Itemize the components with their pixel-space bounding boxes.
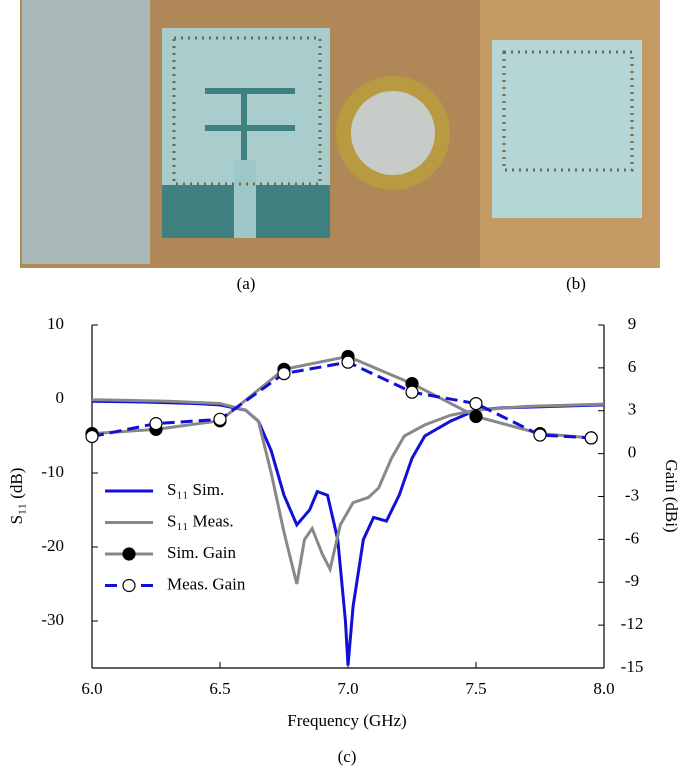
y-axis-title: S₁₁ (dB) bbox=[7, 468, 26, 525]
x-tick-label: 7.0 bbox=[337, 679, 358, 698]
y2-tick-label: 3 bbox=[628, 400, 637, 419]
y-tick-label: 0 bbox=[56, 388, 65, 407]
legend-label: S₁₁ Meas. bbox=[167, 511, 234, 530]
patch-slot bbox=[205, 125, 295, 131]
y-tick-label: -10 bbox=[41, 462, 64, 481]
x-tick-label: 7.5 bbox=[465, 679, 486, 698]
legend-label: S₁₁ Sim. bbox=[167, 480, 224, 499]
data-point bbox=[405, 385, 419, 399]
x-axis-title: Frequency (GHz) bbox=[287, 711, 406, 730]
data-point bbox=[584, 431, 598, 445]
data-point bbox=[85, 429, 99, 444]
via-row bbox=[172, 36, 322, 186]
y2-tick-label: -15 bbox=[621, 657, 644, 676]
feed-line bbox=[234, 160, 256, 238]
legend-marker bbox=[122, 547, 136, 561]
patch-slot bbox=[205, 88, 295, 94]
data-point bbox=[277, 366, 291, 381]
ruler bbox=[22, 0, 150, 264]
data-point bbox=[533, 428, 547, 442]
y-tick-label: -20 bbox=[41, 536, 64, 555]
legend-label: Sim. Gain bbox=[167, 543, 236, 562]
x-tick-label: 6.0 bbox=[81, 679, 102, 698]
via-row bbox=[502, 50, 634, 172]
y2-tick-label: -9 bbox=[625, 571, 639, 590]
legend-marker bbox=[122, 578, 136, 593]
panel-label: (c) bbox=[338, 747, 357, 766]
y2-tick-label: -12 bbox=[621, 614, 644, 633]
series-line bbox=[91, 398, 605, 585]
y2-tick-label: -6 bbox=[625, 528, 639, 547]
y2-tick-label: 9 bbox=[628, 314, 637, 333]
y2-tick-label: 0 bbox=[628, 443, 637, 462]
series-line bbox=[91, 354, 592, 440]
data-point bbox=[341, 355, 355, 369]
series-line bbox=[91, 399, 605, 666]
data-point bbox=[213, 412, 227, 426]
patch-slot bbox=[241, 88, 247, 160]
y2-tick-label: 6 bbox=[628, 357, 637, 376]
x-tick-label: 6.5 bbox=[209, 679, 230, 698]
legend-label: Meas. Gain bbox=[167, 574, 246, 593]
y2-axis-title: Gain (dBi) bbox=[662, 459, 681, 532]
coin-center bbox=[351, 91, 435, 175]
y2-tick-label: -3 bbox=[625, 485, 639, 504]
y-tick-label: -30 bbox=[41, 610, 64, 629]
data-point bbox=[149, 417, 163, 431]
x-tick-label: 8.0 bbox=[593, 679, 614, 698]
antenna-board-b bbox=[492, 40, 642, 218]
data-point bbox=[469, 397, 483, 411]
photo bbox=[20, 0, 660, 268]
data-point bbox=[469, 409, 483, 424]
panel-label: (a) bbox=[237, 274, 256, 293]
panel-label: (b) bbox=[566, 274, 586, 293]
y-tick-label: 10 bbox=[47, 314, 64, 333]
